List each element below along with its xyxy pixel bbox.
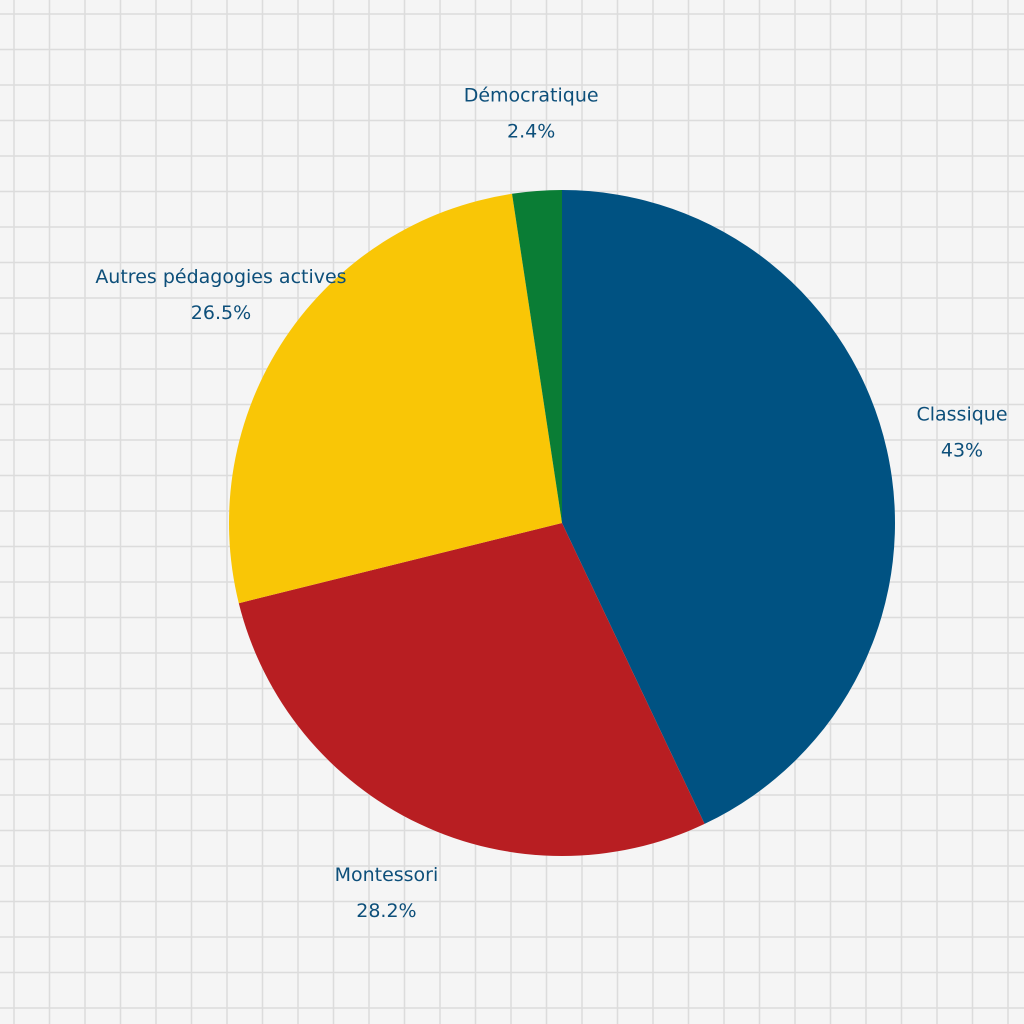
pie-slice — [512, 190, 562, 523]
slice-value-label: 28.2% — [356, 900, 416, 922]
slice-label: Autres pédagogies actives — [95, 266, 346, 288]
slice-label: Montessori — [335, 864, 439, 886]
slice-label: Classique — [916, 404, 1007, 426]
slice-value-label: 26.5% — [191, 302, 251, 324]
slice-value-label: 43% — [941, 440, 983, 462]
pie — [228, 190, 896, 857]
slice-label: Démocratique — [464, 85, 599, 107]
pie-slice — [228, 193, 562, 604]
slice-value-label: 2.4% — [507, 121, 555, 143]
labels: Classique 43% Montessori 28.2% Autres pédago… — [95, 85, 1007, 922]
pie-slice — [562, 190, 896, 824]
pie-slice — [238, 523, 705, 857]
